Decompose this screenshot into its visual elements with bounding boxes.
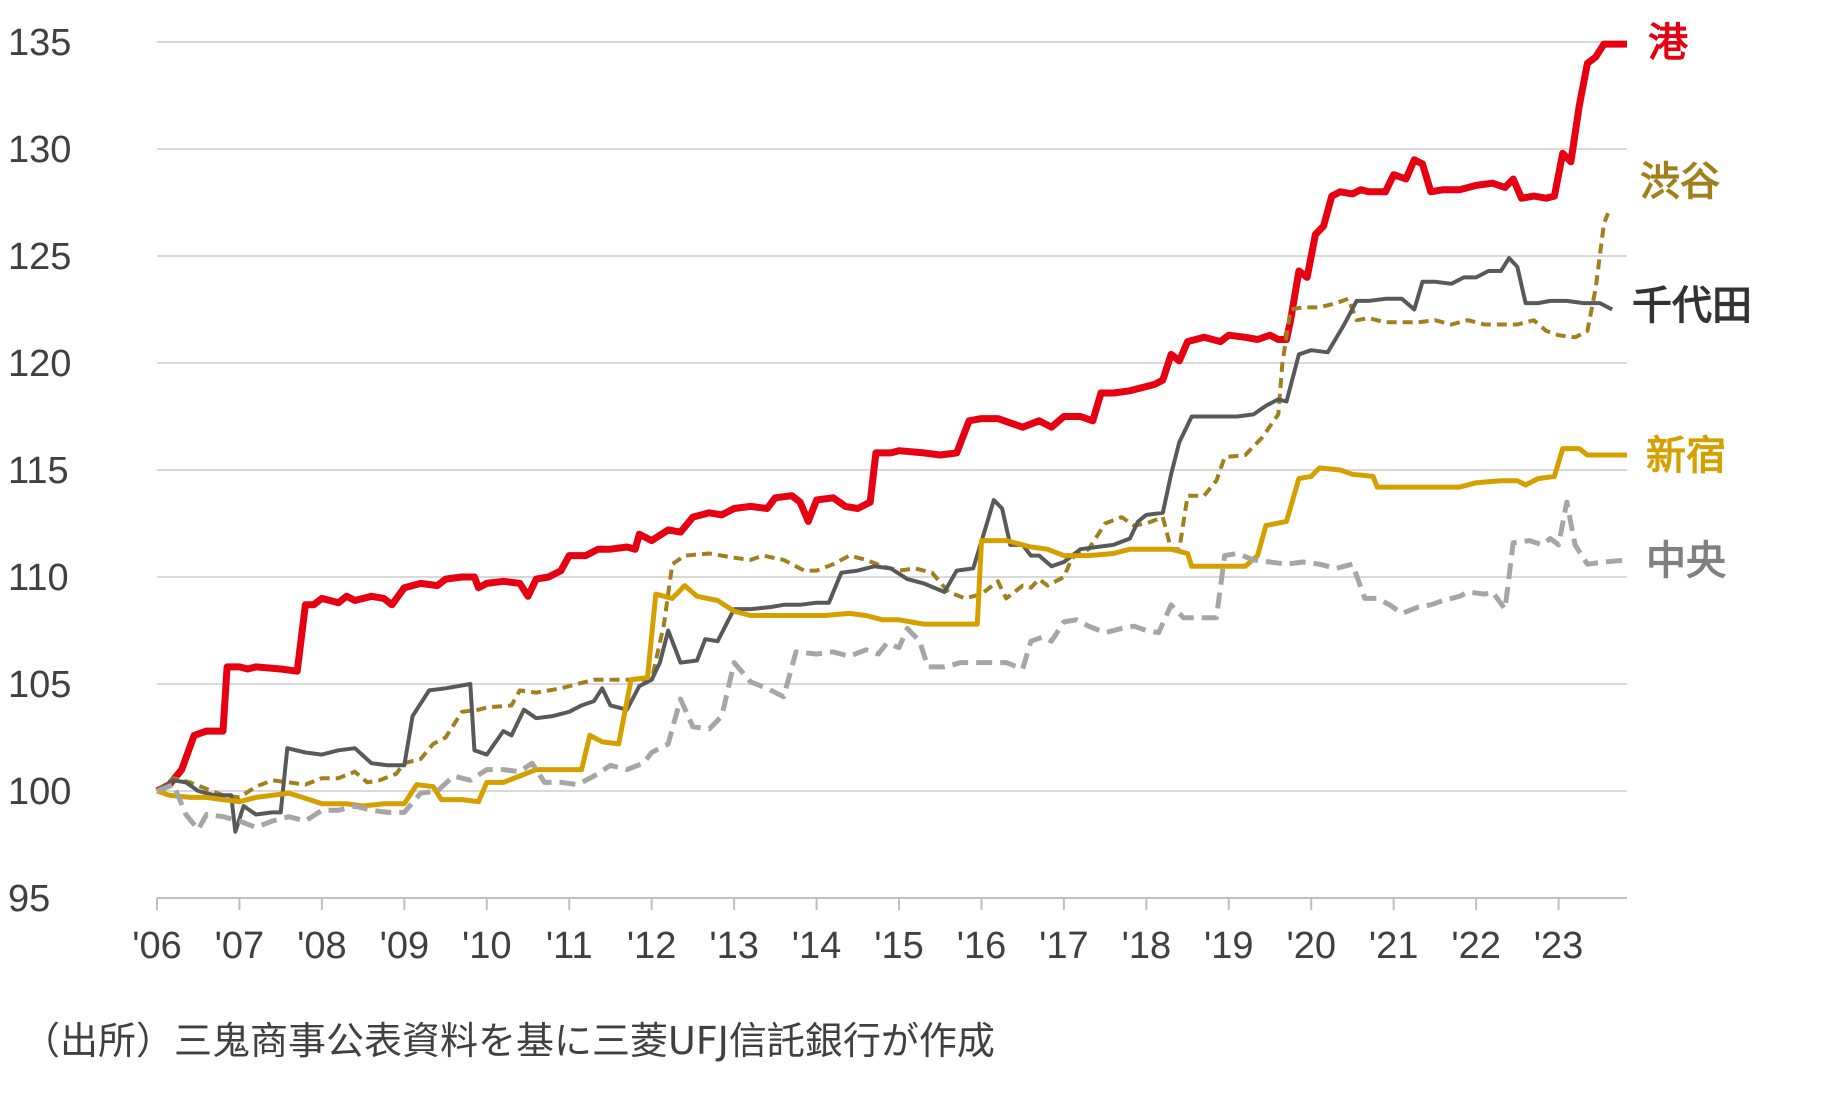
series-label: 中央 — [1646, 538, 1727, 584]
x-tick-label: '07 — [215, 925, 265, 967]
y-tick-label: 135 — [8, 22, 71, 64]
series-label: 千代田 — [1632, 283, 1752, 329]
x-tick-label: '11 — [546, 925, 593, 967]
y-tick-label: 130 — [8, 129, 71, 171]
series-line-港 — [155, 40, 1627, 795]
x-tick-label: '19 — [1204, 925, 1254, 967]
x-tick-label: '17 — [1039, 925, 1089, 967]
y-tick-label: 110 — [8, 557, 69, 599]
x-tick-label: '08 — [297, 925, 347, 967]
x-tick-label: '06 — [132, 925, 182, 967]
x-tick-label: '16 — [957, 925, 1007, 967]
y-tick-label: 120 — [8, 343, 71, 385]
x-tick-label: '13 — [709, 925, 759, 967]
series-label: 港 — [1648, 20, 1689, 66]
x-axis: '06 '07 '08 '09 '10 '11 '12 '13 '14 '15 '16 '17 '18 '… — [132, 897, 1627, 967]
series-label: 新宿 — [1646, 433, 1726, 479]
y-tick-label: 115 — [8, 450, 69, 492]
x-tick-label: '21 — [1369, 925, 1419, 967]
x-tick-label: '09 — [380, 925, 430, 967]
series-line-中央 — [156, 499, 1628, 832]
x-tick-label: '23 — [1534, 925, 1584, 967]
series-label: 渋谷 — [1640, 159, 1720, 205]
x-tick-label: '15 — [874, 925, 924, 967]
y-tick-label: 125 — [8, 236, 71, 278]
y-axis-ticks: 95 100 105 110 115 120 125 130 135 — [8, 22, 71, 920]
y-tick-label: 95 — [8, 878, 50, 920]
x-tick-label: '14 — [792, 925, 842, 967]
x-tick-label: '10 — [462, 925, 512, 967]
series-line-渋谷 — [155, 212, 1610, 800]
series-line-新宿 — [156, 446, 1627, 809]
y-tick-label: 100 — [8, 771, 71, 813]
source-note: （出所）三鬼商事公表資料を基に三菱UFJ信託銀行が作成 — [22, 1019, 995, 1063]
x-tick-label: '12 — [627, 925, 677, 967]
x-tick-label: '22 — [1451, 925, 1501, 967]
gridlines — [157, 41, 1627, 792]
x-tick-label: '18 — [1122, 925, 1172, 967]
series-line-千代田 — [155, 256, 1614, 834]
series-lines — [155, 40, 1628, 834]
x-tick-label: '20 — [1286, 925, 1336, 967]
y-tick-label: 105 — [8, 664, 71, 706]
